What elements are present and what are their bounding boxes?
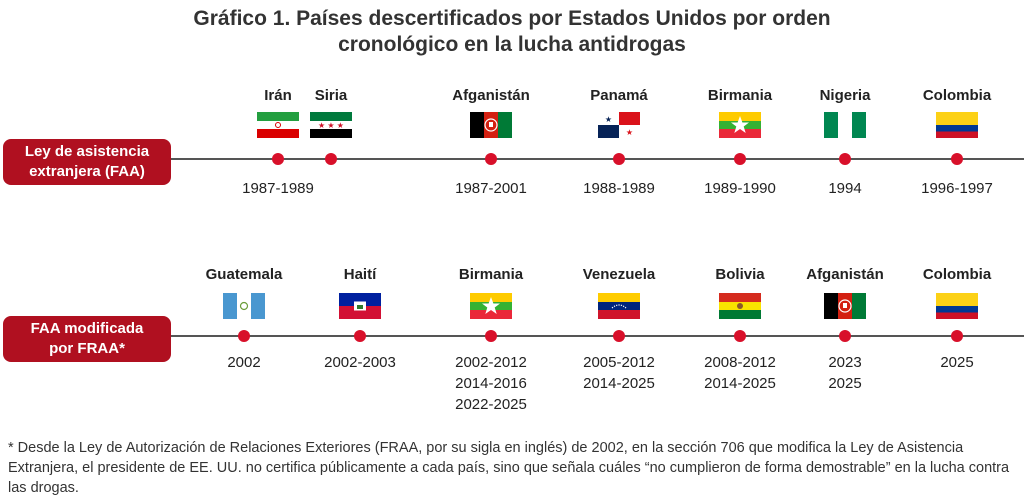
timeline-dot	[613, 330, 625, 342]
country-label: Birmania	[707, 87, 773, 104]
year-range-line: 1987-2001	[455, 180, 527, 197]
bolivia-flag-icon	[719, 293, 761, 319]
row-label-fraa: FAA modificada por FRAA*	[3, 316, 171, 362]
year-range-line: 1987-1989	[242, 180, 314, 197]
svg-text:★: ★	[605, 115, 612, 124]
year-range: 1987-2001	[426, 178, 556, 199]
timeline-dot	[238, 330, 250, 342]
syria-flag-icon: ★ ★ ★	[310, 112, 352, 138]
country-label: Guatemala	[205, 266, 283, 283]
timeline-faa: Ley de asistencia extranjera (FAA) Irán 1…	[0, 0, 1024, 220]
chart-title: Gráfico 1. Países descertificados por Es…	[0, 6, 1024, 58]
year-range-line: 1994	[828, 180, 862, 197]
timeline-dot	[613, 153, 625, 165]
year-range: 1988-1989	[554, 178, 684, 199]
guatemala-flag-icon	[223, 293, 265, 319]
year-range-line: 2002-2012	[455, 354, 527, 371]
svg-text:★ ★ ★: ★ ★ ★	[318, 121, 344, 130]
timeline-dot	[734, 153, 746, 165]
colombia-flag-icon	[936, 112, 978, 138]
title-line-2: cronológico en la lucha antidrogas	[338, 33, 686, 56]
country-label: Birmania	[458, 266, 524, 283]
year-range-line: 2014-2025	[704, 375, 776, 392]
year-range: 2023 2025	[780, 352, 910, 394]
year-range-line: 1988-1989	[583, 180, 655, 197]
country-label: Panamá	[590, 87, 648, 104]
year-range: 1996-1997	[892, 178, 1022, 199]
year-range: 1987-1989	[213, 178, 343, 199]
myanmar-flag-icon	[470, 293, 512, 319]
year-range-line: 1996-1997	[921, 180, 993, 197]
row-label-line-1: Ley de asistencia	[24, 143, 150, 160]
afghanistan-flag-icon	[470, 112, 512, 138]
country-label: Nigeria	[819, 87, 871, 104]
timeline-dot	[734, 330, 746, 342]
year-range: 2002	[179, 352, 309, 373]
afghanistan-flag-icon	[824, 293, 866, 319]
country-label: Afganistán	[806, 266, 884, 283]
row-label-faa: Ley de asistencia extranjera (FAA)	[3, 139, 171, 185]
venezuela-flag-icon	[598, 293, 640, 319]
country-label: Bolivia	[715, 266, 765, 283]
year-range: 2025	[892, 352, 1022, 373]
year-range-line: 2022-2025	[455, 396, 527, 413]
year-range-line: 2002-2003	[324, 354, 396, 371]
footnote: * Desde la Ley de Autorización de Relaci…	[8, 440, 1010, 496]
svg-text:★: ★	[626, 128, 633, 137]
year-range-line: 2025	[828, 375, 862, 392]
year-range-line: 1989-1990	[704, 180, 776, 197]
nigeria-flag-icon	[824, 112, 866, 138]
year-range: 2002-2012 2014-2016 2022-2025	[426, 352, 556, 415]
panama-flag-icon: ★ ★	[598, 112, 640, 138]
timeline-axis	[170, 335, 1024, 337]
country-label: Siria	[314, 87, 348, 104]
timeline-dot	[325, 153, 337, 165]
timeline-axis	[170, 158, 1024, 160]
country-label: Colombia	[922, 266, 992, 283]
year-range: 1989-1990	[675, 178, 805, 199]
country-label: Venezuela	[582, 266, 656, 283]
iran-flag-icon	[257, 112, 299, 138]
country-label: Colombia	[922, 87, 992, 104]
colombia-flag-icon	[936, 293, 978, 319]
row-label-line-2: por FRAA*	[49, 340, 125, 357]
year-range-line: 2002	[227, 354, 261, 371]
timeline-dot	[951, 330, 963, 342]
year-range-line: 2023	[828, 354, 862, 371]
year-range-line: 2005-2012	[583, 354, 655, 371]
country-label: Afganistán	[452, 87, 530, 104]
row-label-line-1: FAA modificada	[30, 320, 144, 337]
row-label-line-2: extranjera (FAA)	[29, 163, 145, 180]
timeline-dot	[485, 330, 497, 342]
timeline-dot	[485, 153, 497, 165]
year-range: 2002-2003	[295, 352, 425, 373]
title-line-1: Gráfico 1. Países descertificados por Es…	[193, 7, 831, 30]
timeline-dot	[839, 330, 851, 342]
year-range-line: 2025	[940, 354, 974, 371]
timeline-fraa: FAA modificada por FRAA* Guatemala 2002 Ha…	[3, 266, 1024, 415]
country-label: Irán	[264, 87, 292, 104]
myanmar-flag-icon	[719, 112, 761, 138]
timeline-dot	[354, 330, 366, 342]
year-range-line: 2008-2012	[704, 354, 776, 371]
timeline-dot	[272, 153, 284, 165]
year-range-line: 2014-2016	[455, 375, 527, 392]
timeline-dot	[839, 153, 851, 165]
year-range: 2008-2012 2014-2025	[675, 352, 805, 394]
year-range-line: 2014-2025	[583, 375, 655, 392]
year-range: 2005-2012 2014-2025	[554, 352, 684, 394]
timeline-dot	[951, 153, 963, 165]
country-label: Haití	[343, 266, 377, 283]
year-range: 1994	[780, 178, 910, 199]
haiti-flag-icon	[339, 293, 381, 319]
